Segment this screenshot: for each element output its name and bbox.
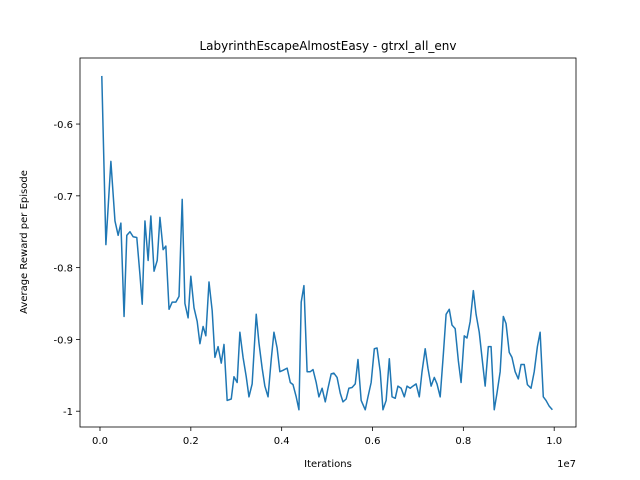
y-tick-label: -0.8 — [53, 264, 73, 275]
plot-frame — [79, 57, 577, 428]
x-axis-label: Iterations — [304, 459, 352, 470]
x-tick-label: 0.4 — [274, 436, 290, 447]
y-axis-label: Average Reward per Episode — [19, 170, 30, 314]
y-tick-label: -0.9 — [53, 335, 73, 346]
x-tick-label: 0.0 — [92, 436, 108, 447]
x-offset-label: 1e7 — [557, 459, 576, 470]
x-tick-label: 0.6 — [365, 436, 381, 447]
y-tick-label: -1 — [63, 407, 73, 418]
y-tick-label: -0.6 — [53, 120, 73, 131]
line — [101, 75, 553, 411]
y-tick-label: -0.7 — [53, 192, 73, 203]
chart-title: LabyrinthEscapeAlmostEasy - gtrxl_all_en… — [200, 39, 457, 53]
x-tick-label: 1.0 — [546, 436, 562, 447]
x-tick-label: 0.2 — [183, 436, 199, 447]
x-tick-label: 0.8 — [455, 436, 471, 447]
